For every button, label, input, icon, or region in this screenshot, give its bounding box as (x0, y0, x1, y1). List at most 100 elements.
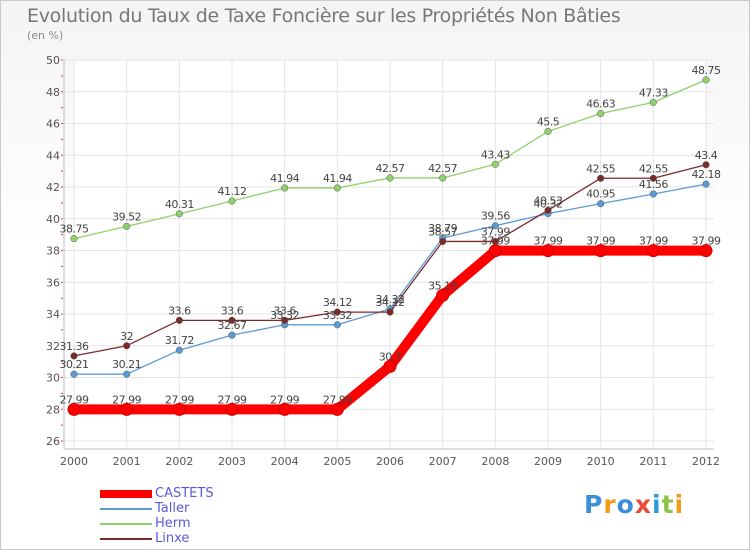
data-label-linxe-2008: 37.99 (481, 225, 510, 238)
data-label-castets-2008: 37.99 (481, 235, 510, 248)
data-label-castets-2002: 27.99 (165, 393, 194, 406)
data-label-linxe-2001: 32 (120, 330, 133, 343)
data-label-herm-2001: 39.52 (112, 210, 141, 223)
point-castets-2003 (225, 402, 239, 416)
logo-letter-2: o (616, 490, 635, 519)
data-label-linxe-2000: 31.36 (60, 340, 89, 353)
y-tick-label-34: 34 (46, 308, 60, 321)
x-tick-label-2005: 2005 (323, 455, 351, 468)
data-label-linxe-2010: 42.55 (586, 162, 615, 175)
point-castets-2001 (120, 402, 134, 416)
data-label-taller-2007: 38.79 (428, 222, 457, 235)
data-label-taller-2000: 30.21 (60, 358, 89, 371)
point-castets-2012 (699, 244, 713, 258)
data-label-taller-2003: 32.67 (218, 319, 247, 332)
data-label-herm-2007: 42.57 (428, 162, 457, 175)
legend-item-taller: Taller (100, 501, 300, 516)
point-herm-2008 (491, 160, 499, 168)
point-linxe-2006 (386, 308, 394, 316)
point-castets-2005 (330, 402, 344, 416)
y-tick-label-26: 26 (46, 435, 60, 448)
data-label-herm-2000: 38.75 (60, 223, 89, 236)
y-tick-label-38: 38 (46, 245, 60, 258)
point-castets-2000 (67, 402, 81, 416)
point-herm-2004 (281, 184, 289, 192)
data-label-herm-2003: 41.12 (218, 185, 247, 198)
data-label-taller-2012: 42.18 (692, 168, 721, 181)
logo-letter-3: x (634, 490, 652, 519)
data-label-herm-2008: 43.43 (481, 148, 510, 161)
point-taller-2008 (491, 222, 499, 230)
y-tick-label-42: 42 (46, 181, 60, 194)
x-tick-label-2004: 2004 (271, 455, 299, 468)
y-tick-label-28: 28 (46, 403, 60, 416)
point-linxe-2002 (175, 316, 183, 324)
x-tick-label-2003: 2003 (218, 455, 246, 468)
data-label-linxe-2002: 33.6 (168, 304, 191, 317)
y-tick-label-40: 40 (46, 213, 60, 226)
point-castets-2004 (278, 402, 292, 416)
y-tick-label-44: 44 (46, 149, 60, 162)
data-label-taller-2004: 33.32 (270, 309, 299, 322)
data-label-herm-2010: 46.63 (586, 97, 615, 110)
data-label-castets-2007: 35.18 (428, 279, 457, 292)
data-label-taller-2008: 39.56 (481, 210, 510, 223)
point-linxe-2000 (70, 352, 78, 360)
point-linxe-2004 (281, 316, 289, 324)
legend-swatch-linxe (100, 538, 152, 540)
legend-label-taller: Taller (155, 501, 190, 516)
data-label-linxe-2011: 42.55 (639, 162, 668, 175)
legend-item-castets: CASTETS (100, 486, 300, 501)
point-castets-2011 (646, 244, 660, 258)
point-castets-2007 (436, 288, 450, 302)
x-tick-label-2008: 2008 (481, 455, 509, 468)
point-herm-2003 (228, 197, 236, 205)
legend: CASTETS Taller Herm Linxe (100, 486, 300, 546)
point-castets-2006 (383, 359, 397, 373)
point-linxe-2011 (649, 174, 657, 182)
legend-item-herm: Herm (100, 516, 300, 531)
chart-title: Evolution du Taux de Taxe Foncière sur l… (27, 5, 621, 27)
point-castets-2002 (172, 402, 186, 416)
y-tick-label-46: 46 (46, 118, 60, 131)
y-tick-label-36: 36 (46, 276, 60, 289)
x-tick-label-2002: 2002 (165, 455, 193, 468)
data-label-castets-2001: 27.99 (112, 393, 141, 406)
point-taller-2001 (123, 370, 131, 378)
point-taller-2002 (175, 346, 183, 354)
data-label-taller-2006: 34.32 (376, 293, 405, 306)
point-herm-2006 (386, 174, 394, 182)
x-tick-label-2011: 2011 (639, 455, 667, 468)
data-label-herm-2004: 41.94 (270, 172, 299, 185)
logo-letter-4: i (652, 490, 662, 519)
data-label-castets-2010: 37.99 (586, 235, 615, 248)
legend-label-linxe: Linxe (155, 531, 190, 546)
x-tick-label-2000: 2000 (60, 455, 88, 468)
point-herm-2009 (544, 127, 552, 135)
data-label-linxe-2004: 33.6 (273, 304, 296, 317)
logo-letter-1: r (603, 490, 617, 519)
legend-swatch-castets (100, 490, 152, 498)
point-taller-2003 (228, 331, 236, 339)
proxiti-logo[interactable]: Proxiti (584, 490, 684, 519)
chart-subtitle: (en %) (27, 29, 64, 42)
logo-letter-0: P (584, 490, 604, 519)
x-tick-label-2007: 2007 (429, 455, 457, 468)
data-label-castets-2012: 37.99 (692, 235, 721, 248)
point-herm-2002 (175, 210, 183, 218)
y-tick-label-30: 30 (46, 372, 60, 385)
x-tick-label-2006: 2006 (376, 455, 404, 468)
point-herm-2005 (333, 184, 341, 192)
point-castets-2009 (541, 244, 555, 258)
point-taller-2011 (649, 190, 657, 198)
x-tick-label-2010: 2010 (587, 455, 615, 468)
data-label-castets-2006: 30.7 (379, 350, 402, 363)
data-label-herm-2006: 42.57 (376, 162, 405, 175)
legend-label-herm: Herm (155, 516, 191, 531)
point-linxe-2010 (597, 174, 605, 182)
point-herm-2000 (70, 235, 78, 243)
data-label-linxe-2006: 34.12 (376, 296, 405, 309)
data-label-castets-2003: 27.99 (218, 393, 247, 406)
legend-item-linxe: Linxe (100, 531, 300, 546)
point-linxe-2005 (333, 308, 341, 316)
